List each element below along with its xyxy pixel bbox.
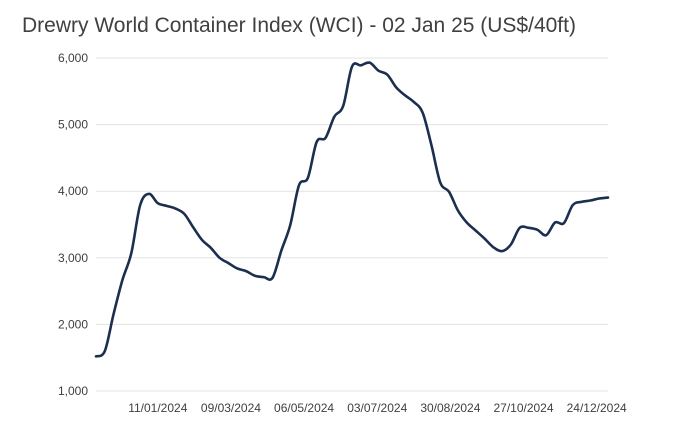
x-tick-label: 06/05/2024: [274, 401, 334, 415]
y-tick-label: 6,000: [58, 51, 88, 65]
y-tick-label: 3,000: [58, 251, 88, 265]
y-axis-ticks: 1,000 2,000 3,000 4,000 5,000 6,000: [58, 51, 88, 398]
x-tick-label: 09/03/2024: [201, 401, 261, 415]
x-tick-label: 11/01/2024: [128, 401, 187, 415]
y-tick-label: 5,000: [58, 118, 88, 132]
x-tick-label: 27/10/2024: [493, 401, 553, 415]
x-axis-ticks: 11/01/2024 09/03/2024 06/05/2024 03/07/2024…: [128, 401, 627, 415]
x-tick-label: 03/07/2024: [347, 401, 407, 415]
y-tick-label: 4,000: [58, 184, 88, 198]
chart-title: Drewry World Container Index (WCI) - 02 …: [22, 14, 576, 37]
gridlines: [96, 57, 608, 392]
y-tick-label: 1,000: [58, 384, 88, 398]
x-tick-label: 30/08/2024: [420, 401, 480, 415]
series-group: [94, 61, 610, 358]
y-tick-label: 2,000: [58, 317, 88, 331]
series-line-0: [94, 61, 610, 358]
x-tick-label: 24/12/2024: [567, 401, 627, 415]
